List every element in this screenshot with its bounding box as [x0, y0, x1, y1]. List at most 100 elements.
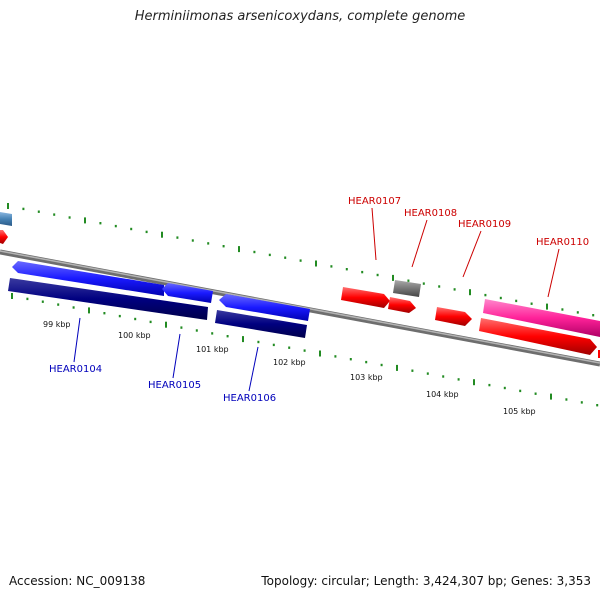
upper-tick [145, 230, 148, 234]
upper-tick [499, 296, 502, 300]
upper-tick [207, 242, 210, 245]
gene-arrow-red-2 [388, 297, 416, 313]
gene-label-hear0110[interactable]: HEAR0110 [536, 237, 589, 248]
upper-tick [453, 288, 456, 291]
lower-tick [257, 340, 260, 344]
gene-arrow-blue-3 [219, 294, 310, 321]
upper-tick [561, 308, 564, 311]
upper-tick [361, 270, 364, 274]
upper-tick [37, 210, 40, 213]
lower-tick [242, 336, 244, 343]
upper-tick [315, 260, 317, 267]
lower-tick [457, 378, 460, 381]
gene-arrow-steel-partial [0, 212, 12, 226]
upper-tick [161, 231, 163, 238]
upper-tick [515, 299, 518, 303]
upper-tick [422, 282, 425, 285]
upper-tick [392, 274, 394, 281]
gene-arrow-red-1 [341, 287, 390, 308]
gene-arrow-gray [393, 280, 421, 297]
lower-tick [272, 343, 275, 347]
gene-label-hear0108[interactable]: HEAR0108 [404, 208, 457, 219]
gene-label-hear0106[interactable]: HEAR0106 [223, 393, 276, 404]
lower-tick [519, 389, 522, 393]
lower-tick [473, 379, 475, 386]
lower-tick [118, 314, 121, 318]
lower-tick [565, 398, 568, 401]
lower-tick [288, 346, 291, 349]
lower-tick [488, 383, 491, 387]
kbp-label-103: 103 kbp [350, 373, 383, 382]
upper-tick [530, 302, 533, 305]
genome-backbone-highlight [0, 250, 600, 364]
upper-tick [114, 224, 117, 228]
lower-tick [550, 393, 552, 400]
upper-tick [407, 279, 410, 282]
lower-tick [503, 386, 506, 390]
upper-tick [330, 265, 333, 268]
upper-tick [176, 236, 179, 239]
lower-tick [365, 360, 368, 364]
upper-tick [284, 256, 287, 259]
kbp-label-100: 100 kbp [118, 331, 151, 340]
upper-tick [592, 314, 595, 317]
upper-tick [576, 311, 579, 314]
gene-label-hear0104[interactable]: HEAR0104 [49, 364, 102, 375]
leader-hear0105 [172, 333, 181, 379]
gene-arrow-red-3 [435, 307, 472, 326]
lower-tick [134, 317, 137, 321]
lower-tick [103, 312, 106, 315]
gene-label-hear0109[interactable]: HEAR0109 [458, 219, 511, 230]
upper-tick [99, 222, 102, 225]
lower-tick [380, 363, 383, 367]
leader-hear0109 [462, 230, 482, 278]
lower-tick [442, 375, 445, 378]
lower-tick [319, 350, 321, 357]
gene-label-hear0107[interactable]: HEAR0107 [348, 196, 401, 207]
upper-tick [253, 250, 256, 254]
lower-tick [11, 293, 13, 299]
lower-tick-track [11, 293, 599, 407]
upper-tick [268, 253, 271, 257]
gene-label-hear0105[interactable]: HEAR0105 [148, 380, 201, 391]
kbp-label-101: 101 kbp [196, 345, 229, 354]
lower-tick [88, 307, 90, 314]
lower-tick [57, 303, 60, 306]
upper-tick-track [7, 203, 595, 317]
lower-tick [411, 369, 414, 372]
lower-tick [180, 326, 183, 329]
upper-tick [238, 246, 240, 253]
upper-tick [191, 239, 194, 242]
lower-tick [195, 329, 198, 332]
upper-tick [7, 203, 9, 209]
accession-label: Accession: NC_009138 [9, 574, 146, 588]
lower-tick [334, 355, 337, 358]
lower-tick [580, 401, 583, 404]
upper-tick [22, 207, 25, 211]
kbp-label-105: 105 kbp [503, 407, 536, 416]
gene-arrow-blue-2 [162, 283, 213, 303]
gene-arrow-red-partial [0, 230, 8, 244]
upper-tick [84, 217, 86, 224]
upper-tick [484, 293, 487, 297]
lower-tick [72, 306, 75, 309]
leader-hear0108 [411, 219, 428, 268]
lower-tick [396, 364, 398, 371]
leader-hear0106 [248, 346, 259, 392]
kbp-label-104: 104 kbp [426, 390, 459, 399]
gene-arrow-red-4 [479, 318, 597, 355]
lower-tick [26, 297, 29, 301]
lower-tick [349, 358, 352, 361]
lower-tick [226, 335, 229, 338]
topology-label: Topology: circular; Length: 3,424,307 bp… [261, 574, 591, 588]
leader-hear0104 [73, 317, 81, 363]
upper-tick [68, 216, 71, 219]
map-title: Herminiimonas arsenicoxydans, complete g… [134, 9, 466, 24]
upper-tick [546, 303, 548, 310]
upper-tick [469, 289, 471, 296]
lower-tick [165, 321, 167, 328]
upper-tick [53, 213, 56, 216]
lower-tick [211, 332, 214, 335]
lower-tick [534, 392, 537, 395]
